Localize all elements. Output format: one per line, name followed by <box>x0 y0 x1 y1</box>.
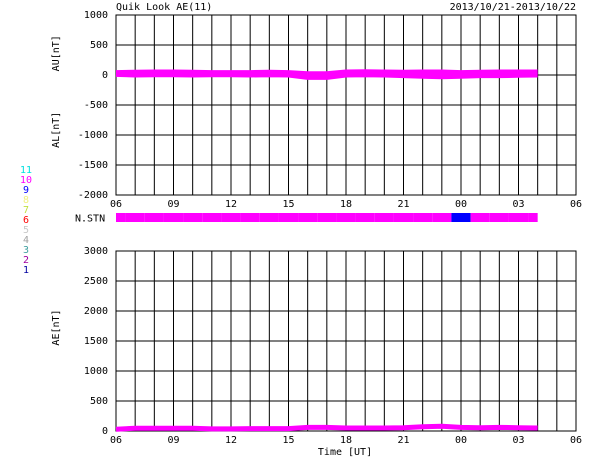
station-count <box>317 213 337 222</box>
y-tick-label: 3000 <box>84 246 108 257</box>
x-tick-label: 06 <box>570 435 582 446</box>
date-range: 2013/10/21-2013/10/22 <box>450 2 576 13</box>
x-axis-label: Time [UT] <box>318 447 372 458</box>
station-legend: 6 <box>23 215 29 226</box>
station-count <box>393 213 414 222</box>
station-count <box>508 213 529 222</box>
station-legend: 11 <box>20 165 32 176</box>
station-legend: 1 <box>23 265 29 276</box>
y-tick-label: -1000 <box>78 130 108 141</box>
x-tick-label: 18 <box>340 435 352 446</box>
y-axis-label: AU[nT] <box>51 35 62 71</box>
y-axis-label: AL[nT] <box>51 112 62 148</box>
station-count <box>163 213 184 222</box>
station-count <box>240 213 260 222</box>
station-count <box>336 213 356 222</box>
station-count <box>528 213 538 222</box>
station-count <box>470 213 490 222</box>
y-tick-label: 0 <box>102 70 108 81</box>
x-tick-label: 12 <box>225 199 237 210</box>
station-count <box>355 213 375 222</box>
x-tick-label: 12 <box>225 435 237 446</box>
series-line <box>115 71 538 80</box>
x-tick-label: 18 <box>340 199 352 210</box>
station-count <box>413 213 433 222</box>
y-tick-label: -500 <box>84 100 108 111</box>
x-tick-label: 15 <box>282 199 294 210</box>
y-tick-label: -2000 <box>78 190 108 201</box>
plot-frame <box>115 14 577 196</box>
station-legend: 8 <box>23 195 29 206</box>
station-legend: 3 <box>23 245 29 256</box>
y-tick-label: 1000 <box>84 10 108 21</box>
series-line <box>115 69 538 77</box>
station-count <box>183 213 203 222</box>
station-count <box>374 213 394 222</box>
y-tick-label: 1500 <box>84 336 108 347</box>
station-count <box>298 213 318 222</box>
x-tick-label: 09 <box>167 435 179 446</box>
x-tick-label: 00 <box>455 199 467 210</box>
station-legend: 4 <box>23 235 29 246</box>
y-tick-label: 1000 <box>84 366 108 377</box>
station-count <box>221 213 241 222</box>
x-tick-label: 21 <box>397 199 409 210</box>
y-tick-label: 500 <box>90 396 108 407</box>
x-tick-label: 06 <box>110 435 122 446</box>
station-count <box>144 213 164 222</box>
station-legend: 9 <box>23 185 29 196</box>
x-tick-label: 06 <box>570 199 582 210</box>
y-tick-label: 0 <box>102 426 108 437</box>
chart-title: Quik Look AE(11) <box>116 2 212 13</box>
station-count <box>202 213 222 222</box>
station-count <box>259 213 279 222</box>
station-count <box>278 213 299 222</box>
station-legend: 10 <box>20 175 32 186</box>
y-tick-label: 2000 <box>84 306 108 317</box>
series-line <box>115 423 538 432</box>
y-tick-label: -1500 <box>78 160 108 171</box>
x-tick-label: 21 <box>397 435 409 446</box>
x-tick-label: 09 <box>167 199 179 210</box>
station-legend: 2 <box>23 255 29 266</box>
station-count <box>432 213 452 222</box>
station-count <box>451 213 471 222</box>
x-tick-label: 03 <box>512 199 524 210</box>
y-tick-label: 2500 <box>84 276 108 287</box>
station-legend: 7 <box>23 205 29 216</box>
y-tick-label: 500 <box>90 40 108 51</box>
y-axis-label: AE[nT] <box>51 309 62 345</box>
x-tick-label: 00 <box>455 435 467 446</box>
station-count <box>125 213 145 222</box>
x-tick-label: 15 <box>282 435 294 446</box>
x-tick-label: 06 <box>110 199 122 210</box>
station-count <box>489 213 509 222</box>
x-tick-label: 03 <box>512 435 524 446</box>
plot-frame <box>115 250 577 432</box>
station-count <box>116 213 126 222</box>
strip-label: N.STN <box>75 214 105 225</box>
station-legend: 5 <box>23 225 29 236</box>
